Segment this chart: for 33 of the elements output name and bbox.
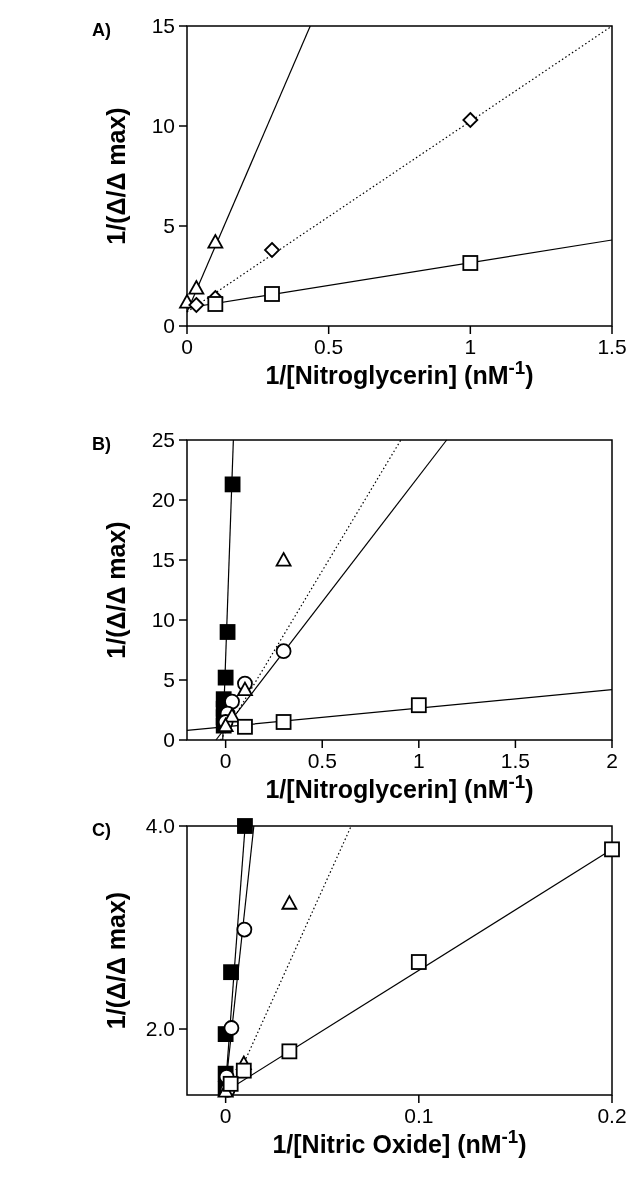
x-tick-label: 1 [412, 749, 425, 772]
x-tick-label: 1 [464, 335, 477, 358]
chart-title: A) [92, 20, 111, 40]
y-tick-label: 0 [163, 728, 175, 751]
x-tick-label: 0 [219, 1104, 232, 1127]
y-axis-title: 1/(Δ/Δ max) [102, 891, 130, 1030]
y-tick-label: 5 [163, 668, 175, 691]
x-tick-label: 0.5 [314, 335, 344, 358]
y-tick-label: 5 [163, 214, 175, 237]
x-axis-title: 1/[Nitroglycerin] (nM$^{-1}$) [265, 356, 534, 389]
x-tick-label: 0 [181, 335, 193, 358]
chart-title: B) [92, 434, 111, 454]
x-tick-label: 2 [606, 749, 618, 772]
x-tick-label: 0.1 [404, 1104, 434, 1127]
y-tick-label: 0 [163, 314, 175, 337]
chart-title: C) [92, 820, 111, 840]
y-tick-label: 2.0 [145, 1017, 175, 1041]
y-tick-label: 4.0 [145, 814, 175, 837]
y-tick-label: 15 [151, 548, 175, 571]
y-tick-label: 15 [151, 14, 175, 37]
y-axis-title: 1/(Δ/Δ max) [102, 107, 130, 245]
x-axis-title: 1/[Nitroglycerin] (nM$^{-1}$) [265, 770, 534, 803]
x-tick-label: 1.5 [597, 335, 627, 358]
x-tick-label: 1.5 [500, 749, 531, 772]
y-tick-label: 10 [151, 608, 175, 631]
x-axis-title: 1/[Nitric Oxide] (nM$^{-1}$) [272, 1125, 527, 1158]
y-axis-title: 1/(Δ/Δ max) [102, 521, 130, 659]
x-tick-label: 0.2 [597, 1104, 627, 1127]
x-tick-label: 0 [219, 749, 232, 772]
y-tick-label: 25 [151, 428, 175, 451]
x-tick-label: 0.5 [307, 749, 337, 772]
y-tick-label: 20 [151, 488, 175, 511]
y-tick-label: 10 [151, 114, 175, 137]
